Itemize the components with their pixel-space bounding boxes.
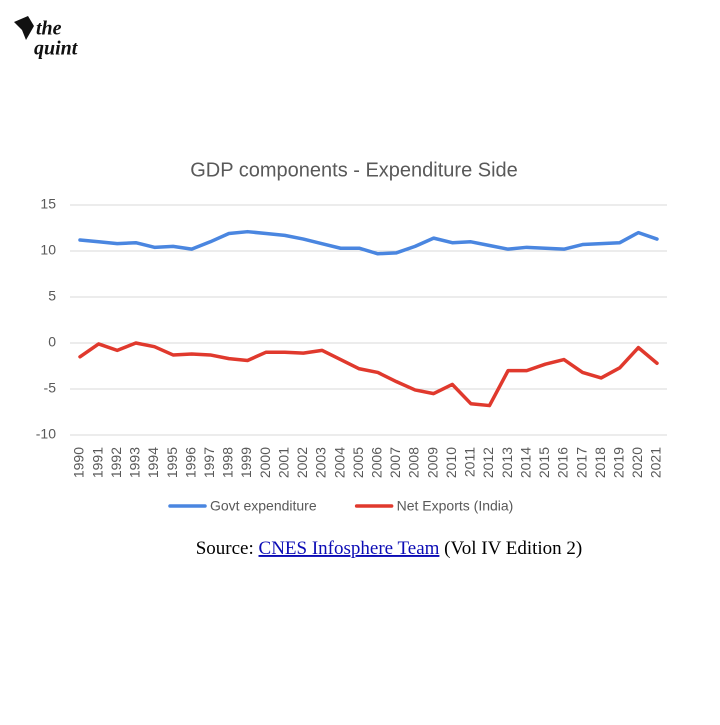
x-tick-label: 2015: [536, 447, 552, 478]
logo-icon: [14, 16, 34, 40]
x-tick-label: 2004: [331, 447, 347, 478]
y-tick-label: 15: [40, 196, 56, 212]
x-tick-label: 2012: [480, 447, 496, 478]
y-tick-label: 5: [48, 288, 56, 304]
x-tick-label: 2001: [275, 447, 291, 478]
x-tick-label: 1999: [238, 447, 254, 478]
x-tick-label: 2005: [350, 447, 366, 478]
line-series: [78, 341, 659, 408]
x-tick-label: 2008: [406, 447, 422, 478]
x-tick-label: 1994: [145, 447, 161, 478]
x-tick-label: 2021: [648, 447, 664, 478]
logo-text: the: [36, 18, 62, 40]
legend-label: Net Exports (India): [397, 498, 514, 514]
source: Source: CNES Infosphere Team (Vol IV Edi…: [196, 538, 583, 559]
x-tick-label: 2017: [573, 447, 589, 478]
x-tick-label: 2009: [424, 447, 440, 478]
source-link[interactable]: CNES Infosphere Team: [259, 538, 440, 559]
x-tick-label: 1993: [127, 447, 143, 478]
x-tick-label: 2014: [517, 447, 533, 478]
x-tick-label: 1991: [89, 447, 105, 478]
x-tick-label: 1992: [108, 447, 124, 478]
chart-title: GDP components - Expenditure Side: [190, 159, 518, 181]
y-tick-label: -10: [36, 426, 56, 442]
legend-label: Govt expenditure: [210, 498, 317, 514]
x-tick-label: 2019: [610, 447, 626, 478]
x-tick-label: 1997: [201, 447, 217, 478]
x-tick-label: 2018: [592, 447, 608, 478]
line-series: [78, 229, 659, 256]
x-tick-label: 1996: [182, 447, 198, 478]
y-tick-label: 0: [48, 334, 56, 350]
x-tick-label: 2016: [555, 447, 571, 478]
x-tick-label: 2013: [499, 447, 515, 478]
x-tick-label: 2002: [294, 447, 310, 478]
source-suffix: (Vol IV Edition 2): [444, 538, 582, 559]
x-tick-label: 2011: [462, 447, 478, 477]
x-tick-label: 1995: [164, 447, 180, 478]
x-tick-label: 2003: [313, 447, 329, 478]
y-tick-label: -5: [44, 380, 57, 396]
x-tick-label: 2006: [369, 447, 385, 478]
logo-text: quint: [34, 38, 79, 60]
x-tick-label: 2007: [387, 447, 403, 478]
y-tick-label: 10: [40, 242, 56, 258]
x-tick-label: 2020: [629, 447, 645, 478]
x-tick-label: 1990: [71, 447, 87, 478]
x-tick-label: 2010: [443, 447, 459, 478]
x-tick-label: 1998: [220, 447, 236, 478]
source-prefix: Source:: [196, 538, 254, 559]
x-tick-label: 2000: [257, 447, 273, 478]
